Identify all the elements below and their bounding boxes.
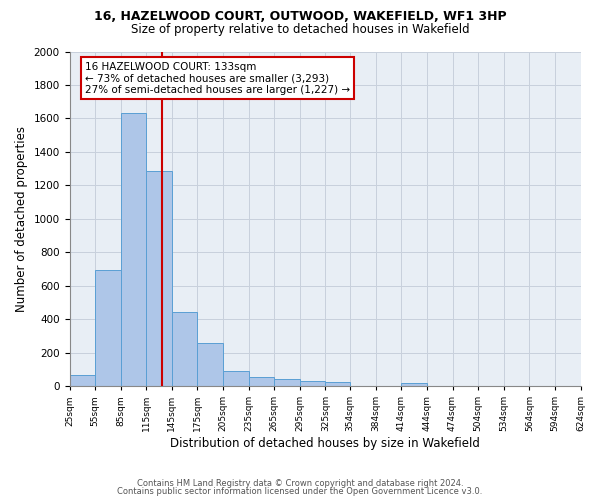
Bar (70, 375, 95, 386)
Text: 16, HAZELWOOD COURT, OUTWOOD, WAKEFIELD, WF1 3HP: 16, HAZELWOOD COURT, OUTWOOD, WAKEFIELD,… (94, 10, 506, 23)
Text: 16 HAZELWOOD COURT: 133sqm
← 73% of detached houses are smaller (3,293)
27% of s: 16 HAZELWOOD COURT: 133sqm ← 73% of deta… (85, 62, 350, 94)
Text: Contains public sector information licensed under the Open Government Licence v3: Contains public sector information licen… (118, 487, 482, 496)
Bar (300, 381, 325, 386)
Y-axis label: Number of detached properties: Number of detached properties (15, 126, 28, 312)
Bar (248, 377, 274, 386)
Bar (223, 371, 248, 386)
X-axis label: Distribution of detached houses by size in Wakefield: Distribution of detached houses by size … (170, 437, 480, 450)
Bar (197, 344, 223, 386)
Bar (401, 382, 427, 386)
Bar (172, 312, 197, 386)
Text: Size of property relative to detached houses in Wakefield: Size of property relative to detached ho… (131, 22, 469, 36)
Text: Contains HM Land Registry data © Crown copyright and database right 2024.: Contains HM Land Registry data © Crown c… (137, 478, 463, 488)
Bar (121, 114, 146, 386)
Bar (95, 270, 121, 386)
Bar (274, 380, 300, 386)
Bar (146, 171, 172, 386)
Bar (325, 382, 350, 386)
